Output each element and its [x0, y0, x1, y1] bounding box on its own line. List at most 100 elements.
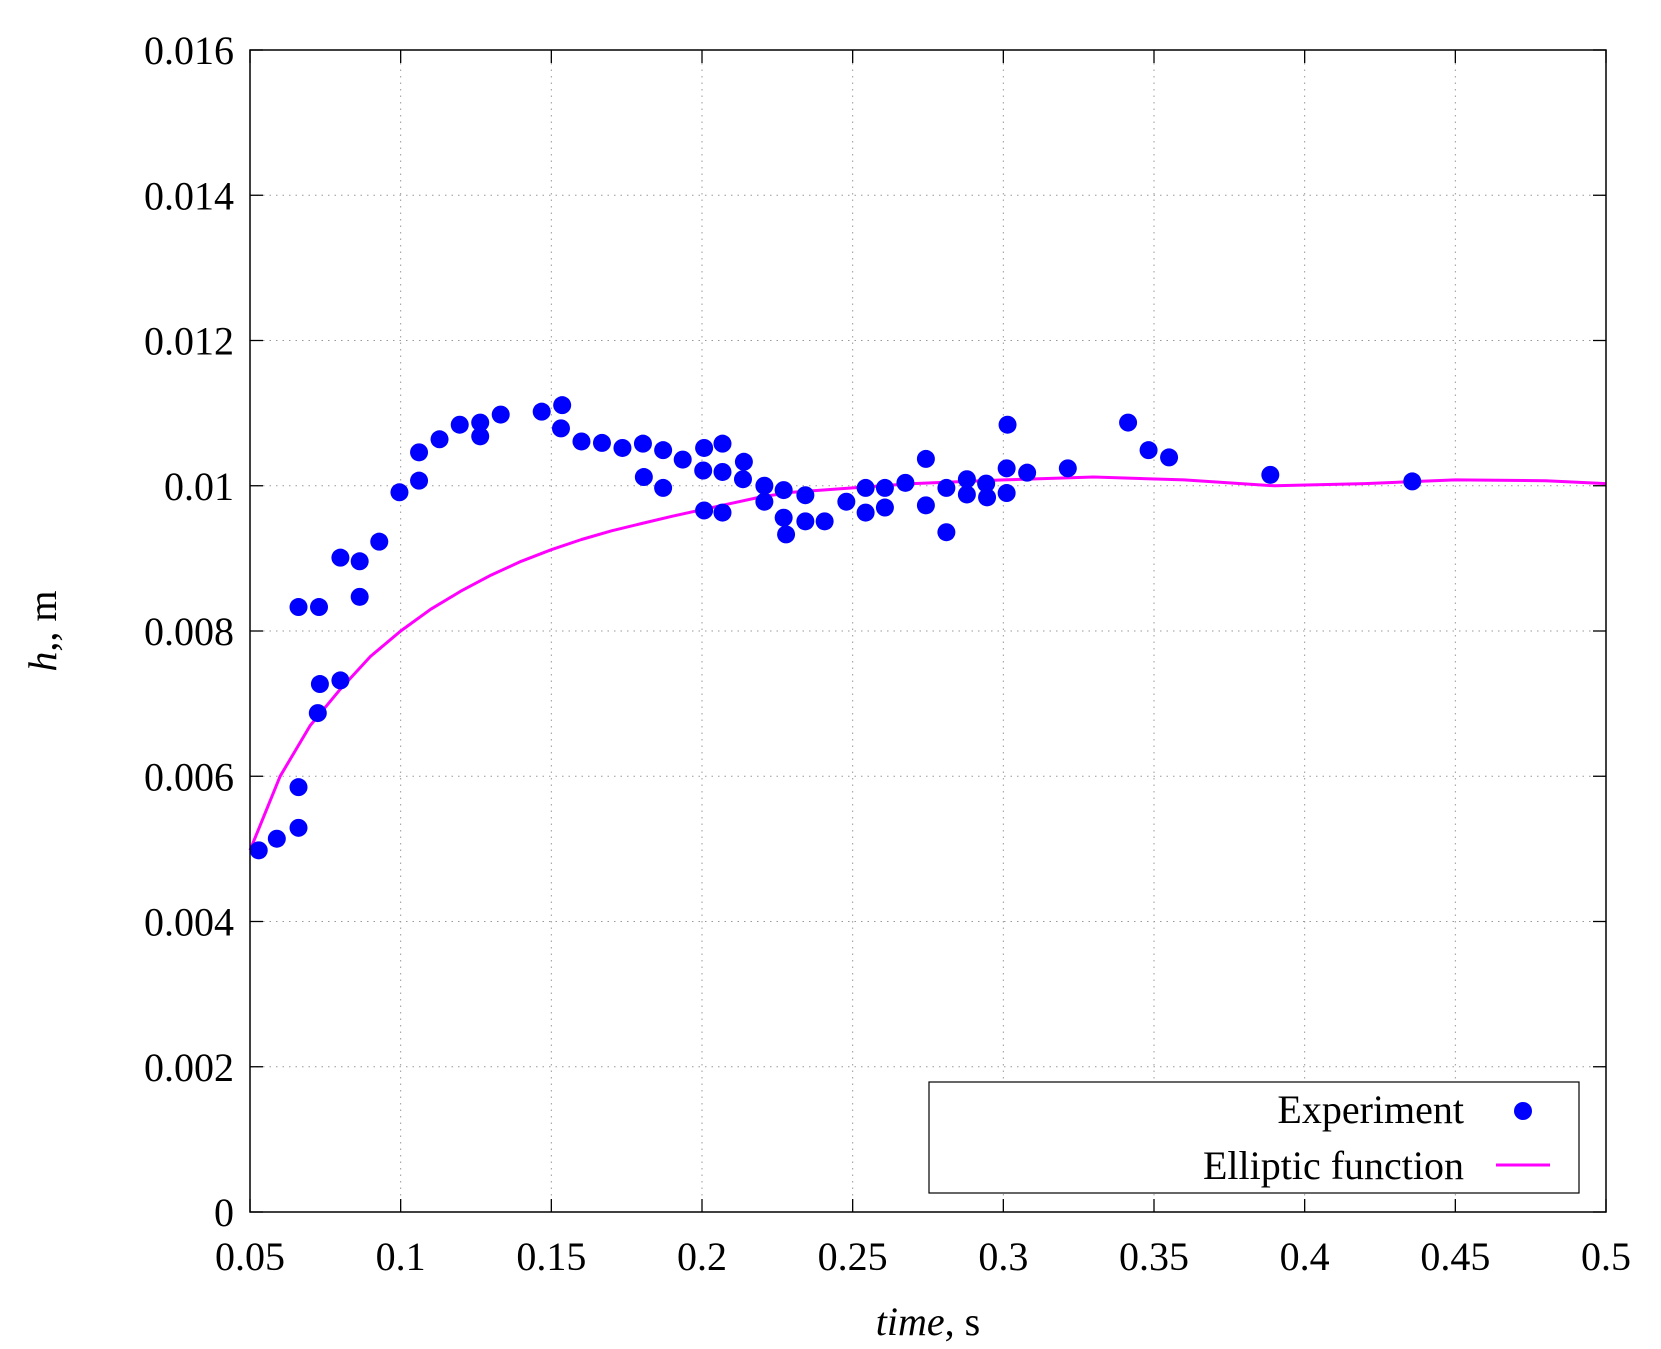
experiment-point — [654, 441, 673, 460]
experiment-point — [350, 552, 369, 571]
experiment-point — [654, 478, 673, 497]
x-tick-label: 0.2 — [677, 1234, 727, 1279]
y-tick-label: 0.016 — [144, 28, 234, 73]
experiment-point — [613, 438, 632, 457]
experiment-point — [450, 415, 469, 434]
x-tick-label: 0.1 — [376, 1234, 426, 1279]
y-tick-label: 0.006 — [144, 754, 234, 799]
y-tick-label: 0.002 — [144, 1045, 234, 1090]
experiment-point — [997, 484, 1016, 503]
x-axis-label-unit: , s — [945, 1299, 981, 1344]
experiment-point — [755, 476, 774, 495]
ticks — [249, 49, 1607, 1213]
tick-labels: 0.05 0.1 0.15 0.2 0.25 0.3 0.35 0.4 0.45 0.5 0 0.00… — [144, 28, 1631, 1279]
experiment-point — [633, 434, 652, 453]
experiment-point — [856, 478, 875, 497]
experiment-point — [998, 415, 1017, 434]
experiment-point — [713, 462, 732, 481]
experiment-point — [774, 481, 793, 500]
grid — [250, 50, 1606, 1212]
experiment-point — [289, 778, 308, 797]
x-tick-label: 0.45 — [1420, 1234, 1490, 1279]
y-tick-label: 0.012 — [144, 319, 234, 364]
experiment-point — [875, 478, 894, 497]
experiment-point — [350, 587, 369, 606]
experiment-point — [1139, 441, 1158, 460]
experiment-point — [1160, 448, 1179, 467]
experiment-point — [796, 486, 815, 505]
elliptic-function-series — [248, 475, 1607, 851]
experiment-point — [289, 598, 308, 617]
experiment-point — [815, 512, 834, 531]
legend-label-elliptic-function: Elliptic function — [1203, 1143, 1464, 1188]
experiment-point — [916, 496, 935, 515]
experiment-point — [875, 498, 894, 517]
experiment-point — [551, 419, 570, 438]
experiment-point — [553, 396, 572, 415]
x-tick-label: 0.25 — [818, 1234, 888, 1279]
x-tick-label: 0.35 — [1119, 1234, 1189, 1279]
y-axis-label: h,, m — [20, 590, 65, 671]
experiment-point — [634, 468, 653, 487]
experiment-point — [695, 438, 714, 457]
elliptic-function-line — [248, 475, 1607, 851]
y-tick-label: 0 — [214, 1190, 234, 1235]
experiment-point — [310, 675, 329, 694]
y-axis-label-italic: h — [20, 652, 65, 672]
experiment-point — [1261, 465, 1280, 484]
experiment-point — [471, 413, 490, 432]
x-axis-label: time, s — [876, 1299, 980, 1344]
experiment-point — [331, 671, 350, 690]
experiment-point — [713, 434, 732, 453]
experiment-point — [957, 485, 976, 504]
experiment-point — [957, 470, 976, 489]
x-tick-label: 0.4 — [1280, 1234, 1330, 1279]
experiment-point — [837, 492, 856, 511]
experiment-point — [370, 532, 389, 551]
experiment-point — [978, 488, 997, 507]
experiment-point — [734, 452, 753, 471]
experiment-point — [916, 449, 935, 468]
experiment-point — [1403, 472, 1422, 491]
experiment-point — [308, 704, 327, 723]
experiment-point — [471, 427, 490, 446]
experiment-point — [430, 430, 449, 449]
experiment-point — [695, 501, 714, 520]
experiment-point — [410, 443, 429, 462]
y-tick-label: 0.01 — [164, 464, 234, 509]
experiment-point — [390, 483, 409, 502]
legend-box — [928, 1081, 1580, 1194]
experiment-point — [267, 829, 286, 848]
experiment-point — [937, 478, 956, 497]
experiment-point — [572, 432, 591, 451]
y-axis-label-unit: ,, m — [20, 590, 65, 651]
experiment-point — [755, 492, 774, 511]
experiment-point — [673, 450, 692, 469]
experiment-point — [310, 598, 329, 617]
experiment-point — [532, 402, 551, 421]
experiment-point — [896, 473, 915, 492]
experiment-point — [491, 405, 510, 424]
experiment-point — [777, 525, 796, 544]
experiment-point — [1018, 463, 1037, 482]
experiment-point — [997, 459, 1016, 478]
experiment-point — [592, 433, 611, 452]
experiment-point — [694, 461, 713, 480]
experiment-point — [289, 818, 308, 837]
x-tick-label: 0.05 — [215, 1234, 285, 1279]
experiment-point — [1058, 459, 1077, 478]
experiment-point — [410, 471, 429, 490]
experiment-point — [713, 503, 732, 522]
experiment-point — [733, 470, 752, 489]
experiment-point — [331, 548, 350, 567]
legend-label-experiment: Experiment — [1277, 1087, 1464, 1132]
legend-marker-experiment — [1514, 1102, 1532, 1120]
experiment-point — [774, 508, 793, 527]
legend: Experiment Elliptic function — [928, 1081, 1580, 1194]
x-tick-label: 0.5 — [1581, 1234, 1631, 1279]
y-tick-label: 0.014 — [144, 173, 234, 218]
y-tick-label: 0.004 — [144, 900, 234, 945]
experiment-point — [249, 841, 268, 860]
experiment-point — [1119, 413, 1138, 432]
